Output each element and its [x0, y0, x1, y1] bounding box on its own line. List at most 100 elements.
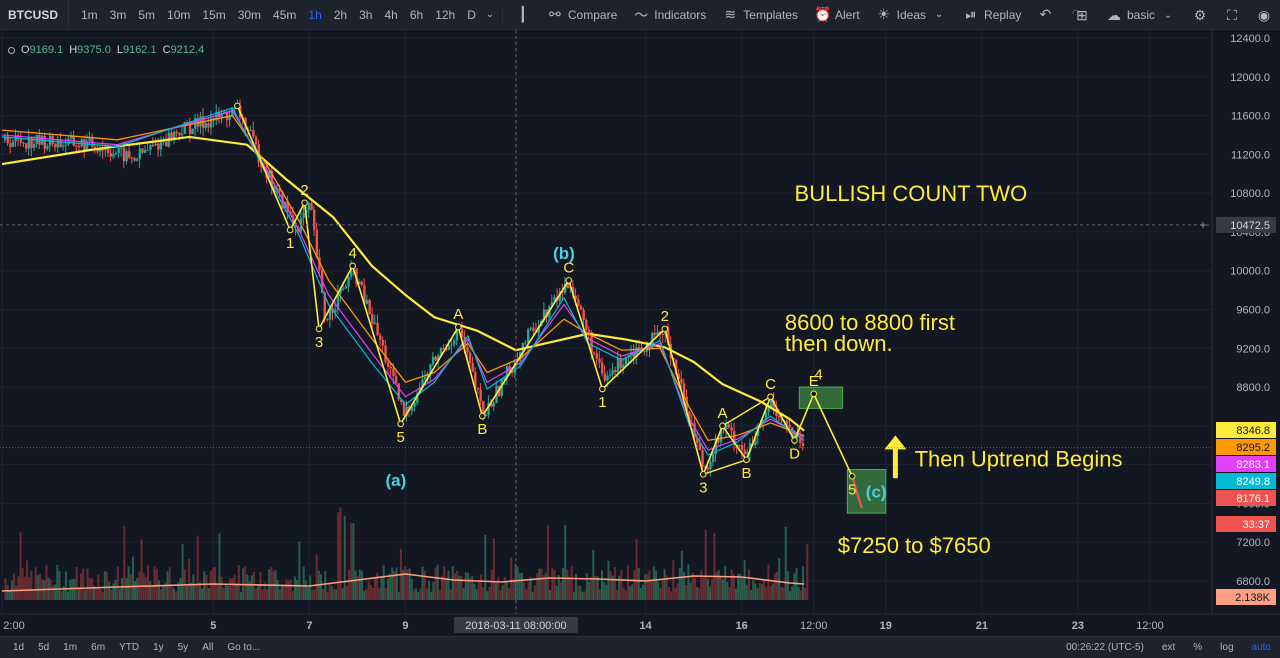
interval-7[interactable]: 1h	[308, 7, 322, 22]
interval-13[interactable]: D	[467, 7, 476, 22]
volume-bar	[704, 530, 707, 600]
chevron-down-icon[interactable]: ⌄	[485, 9, 495, 20]
interval-11[interactable]: 6h	[409, 7, 424, 22]
percent-toggle[interactable]: %	[1193, 642, 1203, 653]
volume-bar	[648, 570, 651, 600]
ext-toggle[interactable]: ext	[1161, 642, 1176, 653]
range-3[interactable]: 6m	[91, 642, 106, 653]
volume-bar	[462, 588, 465, 600]
candle-body	[133, 158, 136, 161]
volume-bar	[752, 580, 755, 600]
volume-bar	[88, 578, 91, 600]
auto-toggle[interactable]: auto	[1251, 642, 1271, 653]
time-axis[interactable]: 2:00 5 7 9 2018-03-11 08:00:00 14 16 12:00 19 21 2…	[0, 613, 1280, 636]
candle-style-button[interactable]: ┃	[507, 0, 539, 29]
volume-bar	[672, 560, 675, 600]
volume-bar	[544, 572, 547, 600]
interval-2[interactable]: 5m	[138, 7, 156, 22]
ideas-button[interactable]: ☀ Ideas ⌄	[868, 0, 955, 29]
candle-body	[587, 329, 591, 333]
volume-bar	[69, 579, 72, 600]
interval-0[interactable]: 1m	[81, 7, 98, 22]
volume-bar	[246, 574, 249, 600]
volume-histogram	[1, 507, 809, 600]
clock-readout[interactable]: 00:26:22 (UTC-5)	[1066, 642, 1144, 653]
volume-bar	[110, 589, 113, 600]
candle-body	[130, 157, 134, 159]
compare-button[interactable]: ⚯ Compare	[539, 0, 625, 29]
replay-button[interactable]: ⏯ Replay	[955, 0, 1029, 29]
candle-body	[434, 356, 437, 361]
range-0[interactable]: 1d	[13, 642, 25, 653]
range-8[interactable]: Go to...	[227, 642, 261, 653]
volume-bar	[367, 581, 370, 600]
volume-bar	[252, 572, 255, 600]
settings-button[interactable]: ⚙	[1184, 0, 1216, 30]
candle-body	[146, 149, 149, 151]
range-1[interactable]: 5d	[38, 642, 50, 653]
range-5[interactable]: 1y	[153, 642, 164, 653]
templates-icon: ≋	[724, 6, 737, 22]
candle-body	[611, 370, 614, 375]
range-4[interactable]: YTD	[119, 642, 140, 653]
interval-3[interactable]: 10m	[167, 7, 191, 22]
interval-12[interactable]: 12h	[435, 7, 456, 22]
interval-10[interactable]: 4h	[384, 7, 398, 22]
range-2[interactable]: 1m	[63, 642, 78, 653]
undo-button[interactable]: ↶	[1029, 0, 1061, 29]
candle-body	[725, 424, 728, 430]
log-toggle[interactable]: log	[1220, 642, 1234, 653]
candle-body	[357, 281, 361, 285]
layout-save-button[interactable]: ☁ basic ⌄	[1098, 0, 1184, 30]
candle-body	[754, 436, 757, 446]
interval-8[interactable]: 2h	[333, 7, 348, 22]
candle-body	[598, 358, 601, 363]
candle-body	[93, 146, 97, 149]
interval-1[interactable]: 3m	[109, 7, 127, 22]
candle-body	[254, 136, 258, 145]
candle-body	[582, 309, 585, 320]
volume-bar	[99, 588, 102, 600]
interval-5[interactable]: 30m	[237, 7, 262, 22]
volume-bar	[56, 564, 59, 600]
volume-bar	[64, 571, 67, 600]
candle-body	[376, 322, 379, 336]
layout-grid-button[interactable]: ⊞	[1066, 0, 1098, 30]
indicators-button[interactable]: 〜 Indicators	[625, 0, 714, 29]
symbol-search[interactable]: BTCUSD	[0, 0, 69, 29]
camera-icon: ◉	[1257, 6, 1271, 23]
volume-bar	[564, 524, 567, 600]
volume-bar	[533, 585, 536, 600]
range-7[interactable]: All	[202, 642, 214, 653]
candle-body	[136, 159, 139, 161]
alarm-clock-icon: ⏰	[813, 6, 832, 22]
wave-point-10	[661, 325, 669, 333]
volume-bar	[732, 574, 735, 600]
snapshot-button[interactable]: ◉	[1248, 0, 1280, 30]
range-6[interactable]: 5y	[177, 642, 189, 653]
volume-bar	[237, 565, 240, 600]
volume-bar	[529, 577, 532, 600]
volume-bar	[605, 584, 608, 600]
candle-body	[313, 209, 316, 230]
volume-bar	[229, 578, 232, 600]
redo-button[interactable]: ↷	[1061, 0, 1093, 29]
volume-bar	[717, 570, 720, 600]
volume-bar	[108, 581, 111, 600]
wave-label-13: B	[741, 465, 751, 482]
fullscreen-button[interactable]: ⛶	[1216, 0, 1248, 30]
interval-4[interactable]: 15m	[202, 7, 226, 22]
volume-bar	[352, 523, 355, 600]
candle-body	[780, 417, 784, 422]
price-label-bg-3	[1216, 473, 1276, 489]
interval-6[interactable]: 45m	[273, 7, 297, 22]
templates-button[interactable]: ≋ Templates	[714, 0, 806, 29]
alert-button[interactable]: ⏰ Alert	[806, 0, 868, 29]
volume-bar	[283, 586, 286, 600]
price-axis[interactable]: 12400.012000.011600.011200.010800.010400…	[1199, 30, 1280, 614]
interval-9[interactable]: 3h	[359, 7, 373, 22]
volume-bar	[248, 581, 251, 600]
volume-bar	[289, 579, 292, 600]
price-label-bg-4	[1216, 490, 1276, 506]
